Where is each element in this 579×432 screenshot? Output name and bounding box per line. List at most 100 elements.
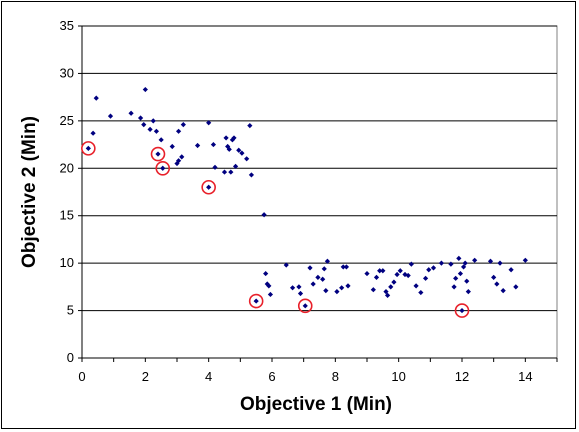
data-point xyxy=(320,276,326,282)
data-point xyxy=(364,270,370,277)
data-point xyxy=(253,298,259,304)
data-point xyxy=(147,126,153,132)
data-point xyxy=(283,262,289,268)
ticks: 0 5 10 15 20 25 30 35 0 2 4 6 8 10 12 14 xyxy=(60,18,558,384)
data-point xyxy=(289,285,296,291)
plot-area xyxy=(81,25,558,359)
data-point xyxy=(85,145,91,151)
x-tick-label: 4 xyxy=(205,369,212,384)
data-point xyxy=(453,275,459,281)
data-point xyxy=(513,284,519,290)
data-point xyxy=(231,135,237,141)
y-tick-label: 30 xyxy=(60,65,74,80)
data-point xyxy=(457,270,464,277)
data-point xyxy=(459,307,465,314)
data-point xyxy=(497,260,503,266)
highlight-circle xyxy=(248,293,264,309)
data-point xyxy=(340,264,346,270)
data-point xyxy=(221,169,228,175)
data-point xyxy=(391,279,397,285)
data-point xyxy=(494,281,500,287)
data-point xyxy=(418,289,424,296)
highlight-circle xyxy=(201,179,216,195)
axes xyxy=(81,26,557,359)
y-tick-label: 0 xyxy=(67,350,74,365)
data-point xyxy=(155,151,161,157)
data-point xyxy=(345,283,351,289)
data-point xyxy=(175,128,182,134)
data-point xyxy=(239,150,245,156)
data-point xyxy=(297,290,304,297)
data-point xyxy=(460,264,467,270)
highlighted-points xyxy=(81,141,470,318)
data-point xyxy=(384,292,391,298)
data-point xyxy=(388,284,394,290)
data-point xyxy=(107,113,114,119)
x-tick-label: 6 xyxy=(268,369,275,384)
data-point xyxy=(206,120,212,126)
x-tick-label: 8 xyxy=(332,369,339,384)
data-point xyxy=(150,118,156,124)
data-point xyxy=(472,257,478,263)
data-point xyxy=(373,274,380,280)
y-tick-label: 20 xyxy=(60,160,74,175)
data-point xyxy=(244,156,250,162)
data-point xyxy=(142,86,148,93)
highlight-circle xyxy=(454,303,470,318)
data-point xyxy=(383,289,389,295)
x-tick-label: 10 xyxy=(391,369,405,384)
data-point xyxy=(153,128,160,134)
data-point xyxy=(370,287,376,293)
data-point xyxy=(137,115,144,121)
data-point xyxy=(451,284,457,290)
x-tick-label: 12 xyxy=(455,369,469,384)
y-axis-title: Objective 2 (Min) xyxy=(19,116,40,268)
y-tick-label: 5 xyxy=(67,303,74,318)
data-point xyxy=(397,268,403,274)
x-tick-label: 0 xyxy=(78,369,85,384)
data-point xyxy=(500,288,506,294)
y-tick-label: 35 xyxy=(60,18,74,33)
highlight-circle xyxy=(81,141,96,156)
data-point xyxy=(158,137,164,143)
data-point xyxy=(228,169,234,175)
highlight-circle xyxy=(297,298,313,314)
data-point xyxy=(408,261,414,267)
x-axis-title: Objective 1 (Min) xyxy=(240,394,392,415)
data-point xyxy=(321,266,327,272)
data-point xyxy=(413,283,419,289)
data-point xyxy=(248,172,255,178)
data-point xyxy=(267,291,274,298)
data-point xyxy=(324,258,331,264)
data-point xyxy=(310,281,316,287)
data-point xyxy=(223,135,229,141)
data-point xyxy=(160,165,166,171)
data-point xyxy=(430,265,437,271)
data-point xyxy=(343,264,350,270)
data-point xyxy=(194,142,201,149)
data-point xyxy=(212,164,218,170)
data-point xyxy=(377,268,383,274)
data-point xyxy=(405,272,411,279)
data-point xyxy=(307,265,313,271)
data-point xyxy=(128,110,134,116)
y-tick-label: 15 xyxy=(60,208,74,223)
data-point xyxy=(296,284,302,290)
data-point xyxy=(491,274,497,280)
data-point xyxy=(380,268,386,274)
data-point xyxy=(456,255,462,261)
data-point xyxy=(261,212,267,218)
data-point xyxy=(247,123,253,129)
data-point xyxy=(394,271,400,278)
data-point xyxy=(206,184,212,190)
y-tick-label: 25 xyxy=(60,113,74,128)
data-point xyxy=(339,285,345,291)
data-point xyxy=(448,261,454,267)
data-point xyxy=(175,158,182,164)
highlight-circle xyxy=(155,160,171,176)
data-point xyxy=(266,283,272,289)
data-point xyxy=(315,274,321,280)
data-point xyxy=(141,122,147,128)
highlight-circle xyxy=(150,146,166,162)
